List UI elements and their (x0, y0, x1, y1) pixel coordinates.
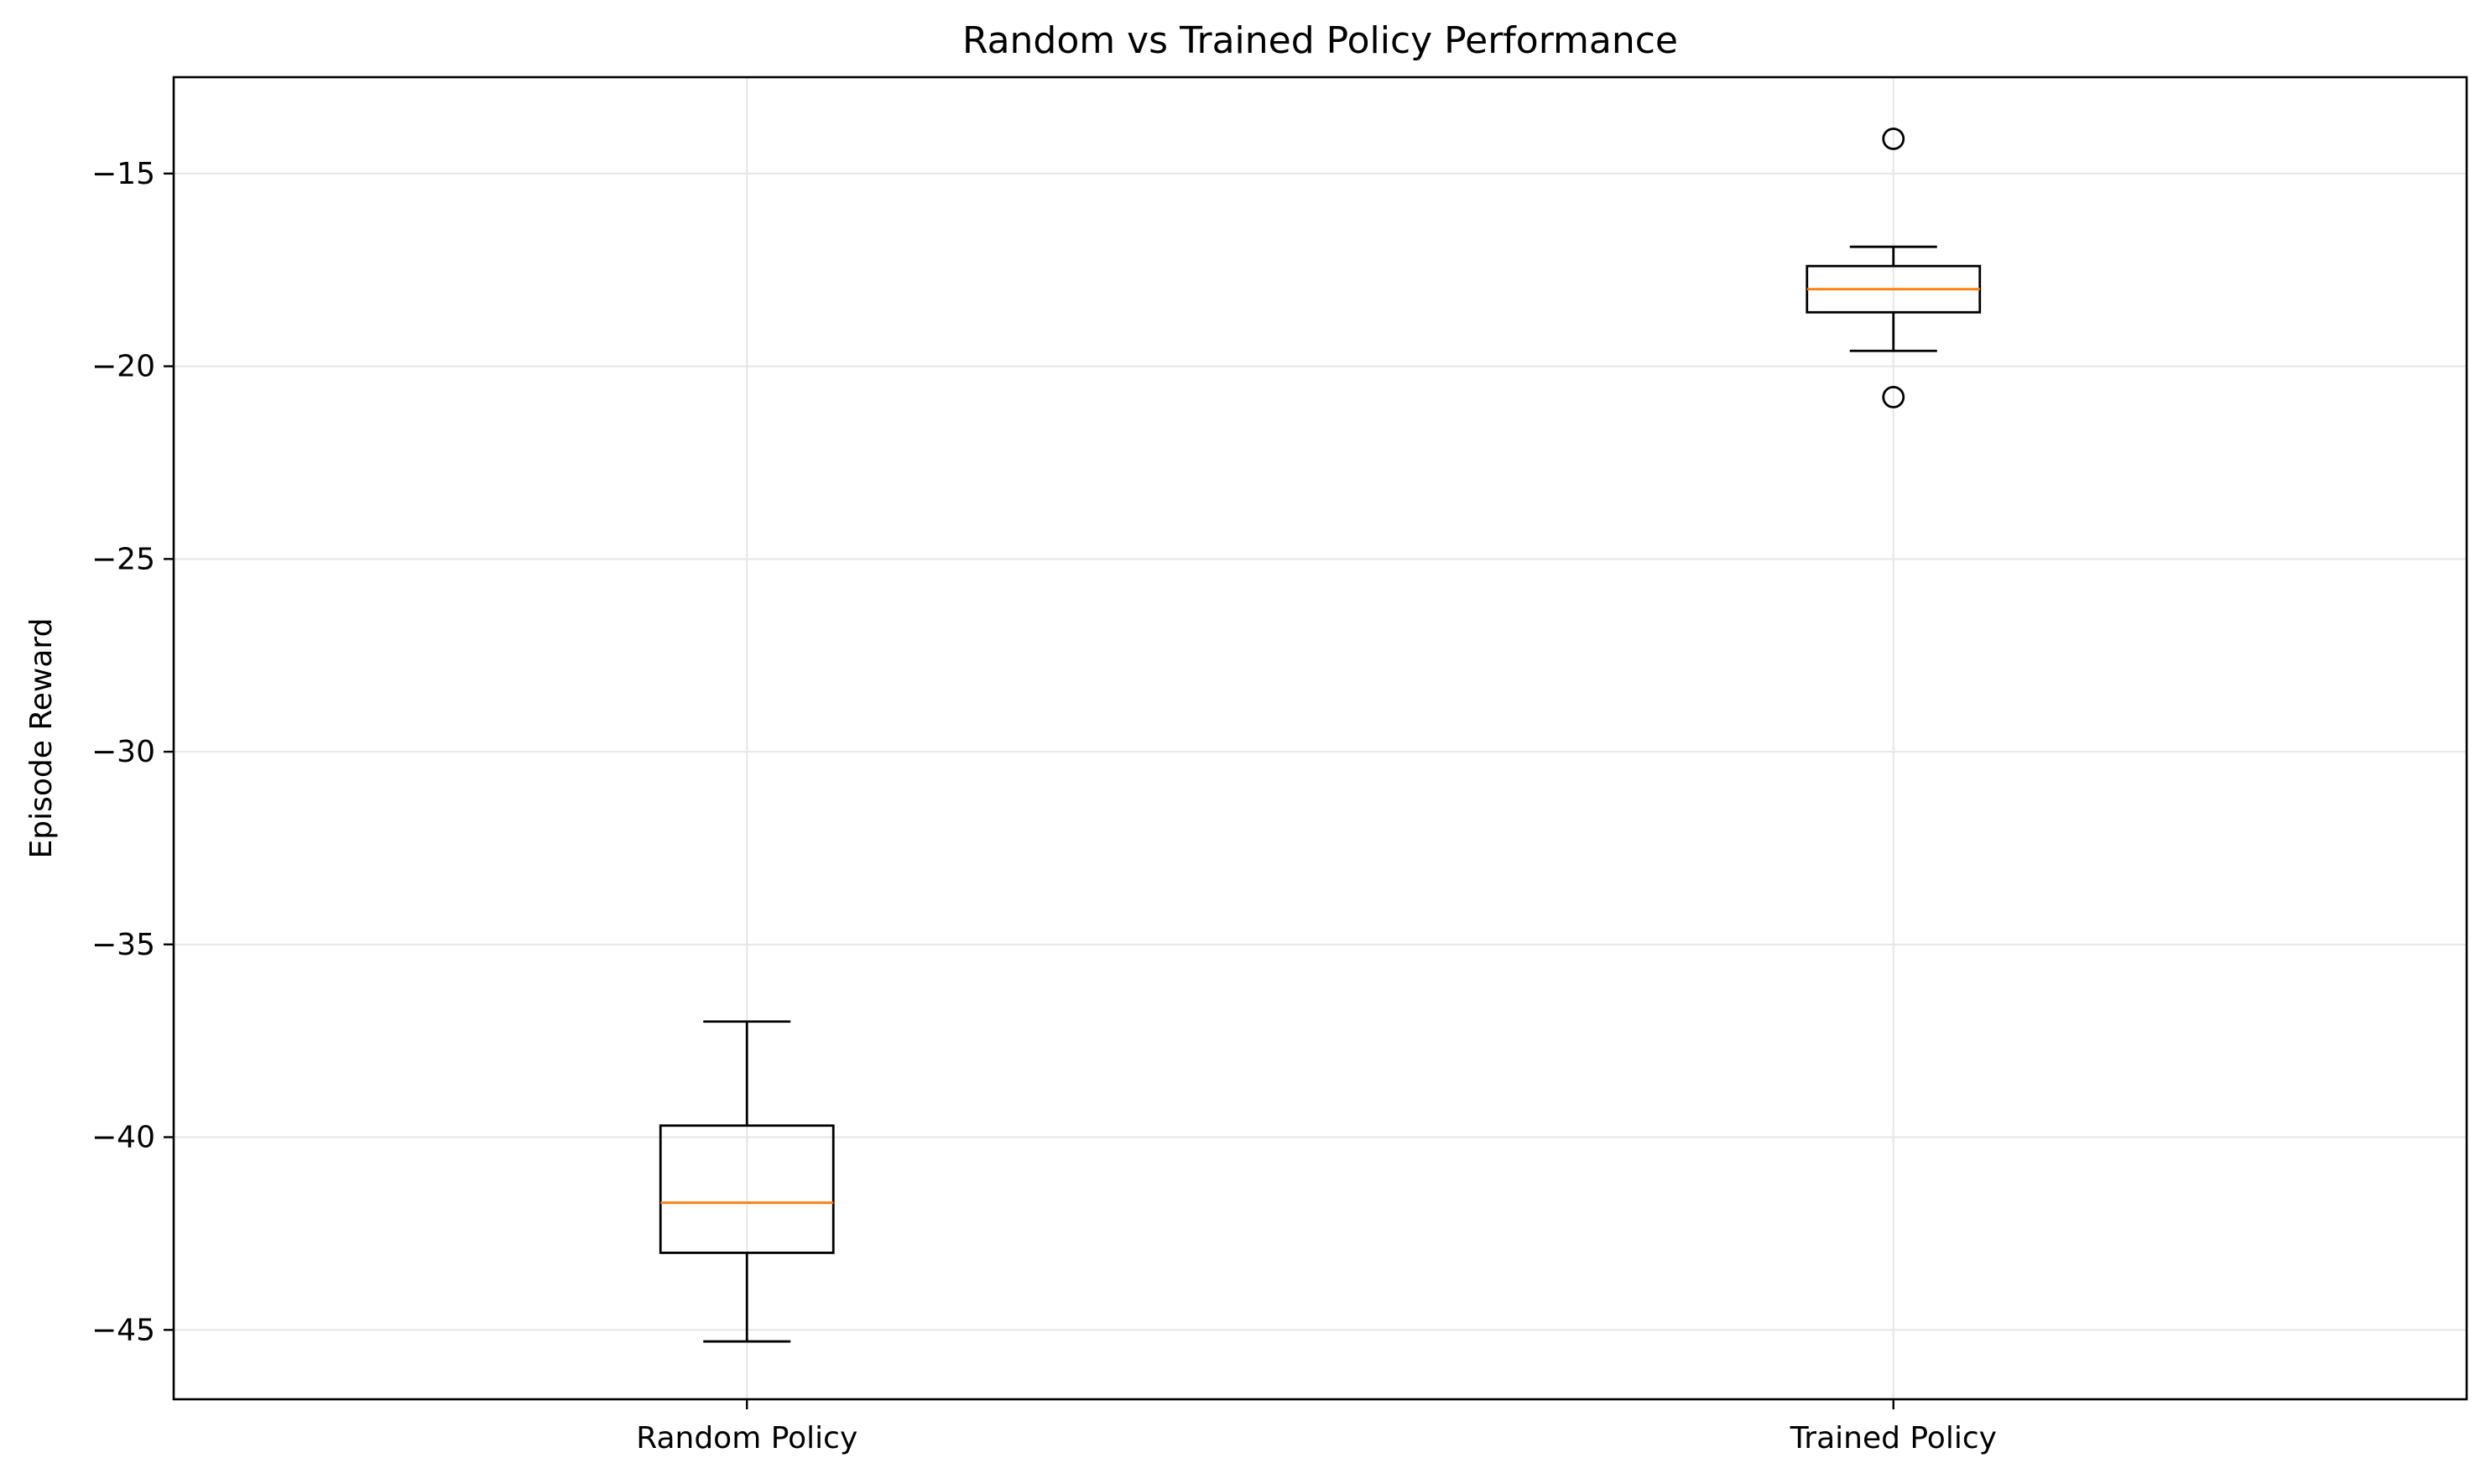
plot-frame (172, 76, 2468, 1401)
iqr-box (659, 1124, 835, 1254)
box-trained-policy (1806, 128, 1982, 409)
x-axis-ticks: Random Policy Trained Policy (636, 1399, 1997, 1455)
y-tick-label: −15 (91, 157, 155, 191)
x-tick-label: Random Policy (636, 1421, 857, 1455)
x-tick-label: Trained Policy (1790, 1421, 1997, 1455)
y-axis-ticks: −15 −20 −25 −30 −35 −40 −45 (91, 157, 174, 1347)
chart-title: Random vs Trained Policy Performance (962, 19, 1678, 62)
y-tick-label: −40 (91, 1121, 155, 1155)
grid-layer (174, 77, 2467, 1399)
y-tick-label: −20 (91, 350, 155, 384)
outlier-point (1882, 385, 1905, 409)
y-axis-label: Episode Reward (24, 618, 59, 859)
y-tick-label: −25 (91, 542, 155, 576)
outlier-point (1882, 128, 1905, 150)
box-layer (659, 128, 1982, 1343)
y-tick-label: −30 (91, 735, 155, 769)
box-random-policy (659, 1020, 835, 1343)
y-tick-label: −35 (91, 928, 155, 962)
y-tick-label: −45 (91, 1313, 155, 1347)
